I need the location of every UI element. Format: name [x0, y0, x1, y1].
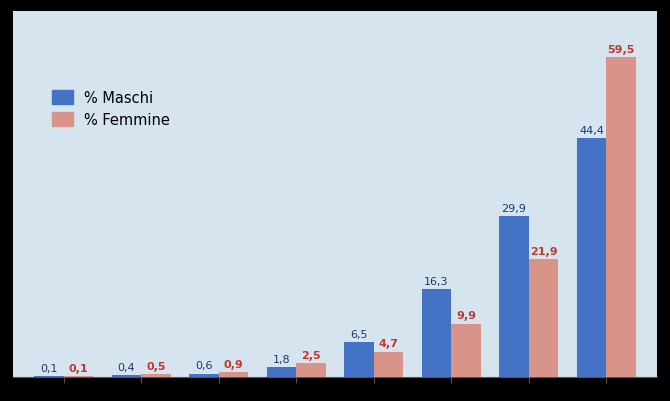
Text: 16,3: 16,3 — [424, 276, 449, 286]
Text: 44,4: 44,4 — [579, 126, 604, 136]
Text: 0,9: 0,9 — [224, 359, 243, 369]
Text: 0,4: 0,4 — [118, 362, 135, 372]
Text: 0,1: 0,1 — [40, 363, 58, 373]
Text: 0,1: 0,1 — [69, 363, 88, 373]
Bar — [577, 139, 606, 377]
Text: 59,5: 59,5 — [607, 45, 634, 55]
Text: 4,7: 4,7 — [379, 338, 399, 348]
Bar — [296, 364, 326, 377]
Text: 9,9: 9,9 — [456, 311, 476, 320]
Legend: % Maschi, % Femmine: % Maschi, % Femmine — [46, 85, 176, 134]
Text: 1,8: 1,8 — [273, 354, 290, 364]
Bar — [606, 58, 636, 377]
Bar — [219, 372, 248, 377]
Bar — [499, 217, 529, 377]
Bar — [190, 374, 219, 377]
Bar — [451, 324, 480, 377]
Bar — [112, 375, 141, 377]
Text: 0,6: 0,6 — [195, 360, 213, 371]
Text: 0,5: 0,5 — [146, 361, 165, 371]
Bar — [267, 367, 296, 377]
Bar — [374, 352, 403, 377]
Text: 6,5: 6,5 — [350, 329, 368, 339]
Text: 21,9: 21,9 — [530, 246, 557, 256]
Bar — [529, 259, 558, 377]
Bar — [141, 374, 171, 377]
Text: 29,9: 29,9 — [502, 203, 527, 213]
Bar — [344, 342, 374, 377]
Bar — [422, 290, 451, 377]
Text: 2,5: 2,5 — [301, 350, 321, 360]
